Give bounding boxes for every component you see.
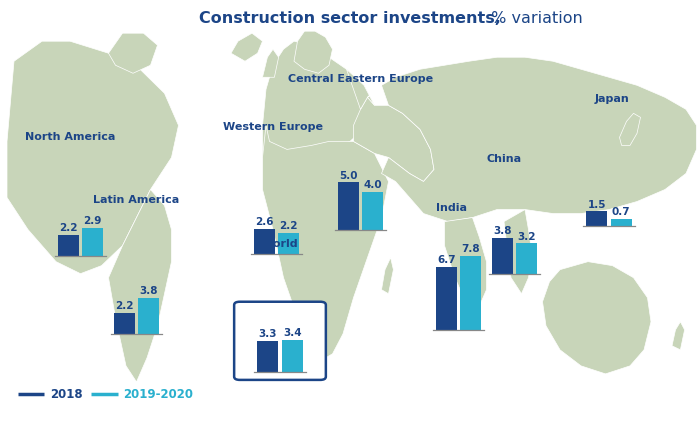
Bar (258, 341, 279, 372)
Polygon shape (444, 218, 486, 314)
Polygon shape (542, 262, 651, 374)
Text: 2018: 2018 (50, 387, 83, 400)
Polygon shape (262, 50, 279, 78)
Text: 2.2: 2.2 (279, 221, 298, 230)
Polygon shape (262, 42, 374, 158)
Text: Japan: Japan (595, 94, 630, 104)
Polygon shape (382, 258, 393, 294)
Text: 2.9: 2.9 (83, 216, 102, 226)
Text: 1.5: 1.5 (587, 199, 606, 209)
Text: 3.8: 3.8 (493, 225, 512, 236)
Text: 3.2: 3.2 (517, 231, 536, 241)
Text: 2.2: 2.2 (59, 223, 78, 233)
Text: % variation: % variation (486, 11, 583, 26)
Text: 4.0: 4.0 (363, 180, 382, 190)
Bar (253, 230, 274, 254)
Text: China: China (486, 154, 522, 164)
Bar (83, 229, 104, 256)
Text: Western Europe: Western Europe (223, 122, 323, 132)
Polygon shape (620, 114, 640, 146)
Bar (461, 257, 482, 330)
Polygon shape (354, 98, 434, 182)
Text: 3.3: 3.3 (258, 328, 277, 338)
Polygon shape (108, 34, 158, 74)
Bar (57, 235, 78, 256)
Polygon shape (231, 34, 262, 62)
Text: 3.8: 3.8 (139, 286, 158, 295)
Bar (279, 233, 300, 254)
Bar (363, 192, 384, 230)
Text: Central Eastern Europe: Central Eastern Europe (288, 74, 433, 84)
Bar (610, 219, 631, 226)
Bar (517, 244, 538, 274)
Bar (281, 340, 302, 372)
Text: 0.7: 0.7 (612, 207, 631, 217)
Bar (587, 212, 608, 226)
Text: 2019-2020: 2019-2020 (123, 387, 193, 400)
Bar (139, 298, 160, 334)
Text: 7.8: 7.8 (461, 244, 480, 254)
Polygon shape (294, 32, 332, 74)
Bar (337, 183, 358, 230)
Polygon shape (346, 58, 696, 222)
Polygon shape (672, 322, 685, 350)
Polygon shape (108, 190, 172, 382)
Polygon shape (262, 126, 388, 362)
Text: 5.0: 5.0 (339, 170, 358, 180)
Text: 6.7: 6.7 (437, 254, 456, 264)
Text: Latin America: Latin America (93, 194, 180, 204)
FancyBboxPatch shape (234, 302, 326, 380)
Text: 3.4: 3.4 (283, 327, 302, 337)
Bar (491, 238, 512, 274)
Bar (435, 267, 457, 330)
Text: Construction sector investments,: Construction sector investments, (199, 11, 501, 26)
Text: World: World (262, 238, 298, 248)
Polygon shape (504, 210, 532, 294)
Polygon shape (7, 42, 178, 274)
Bar (113, 313, 134, 334)
Text: 2.6: 2.6 (255, 217, 274, 227)
Text: India: India (436, 202, 467, 212)
Text: North America: North America (25, 132, 116, 142)
Text: 2.2: 2.2 (115, 301, 134, 310)
